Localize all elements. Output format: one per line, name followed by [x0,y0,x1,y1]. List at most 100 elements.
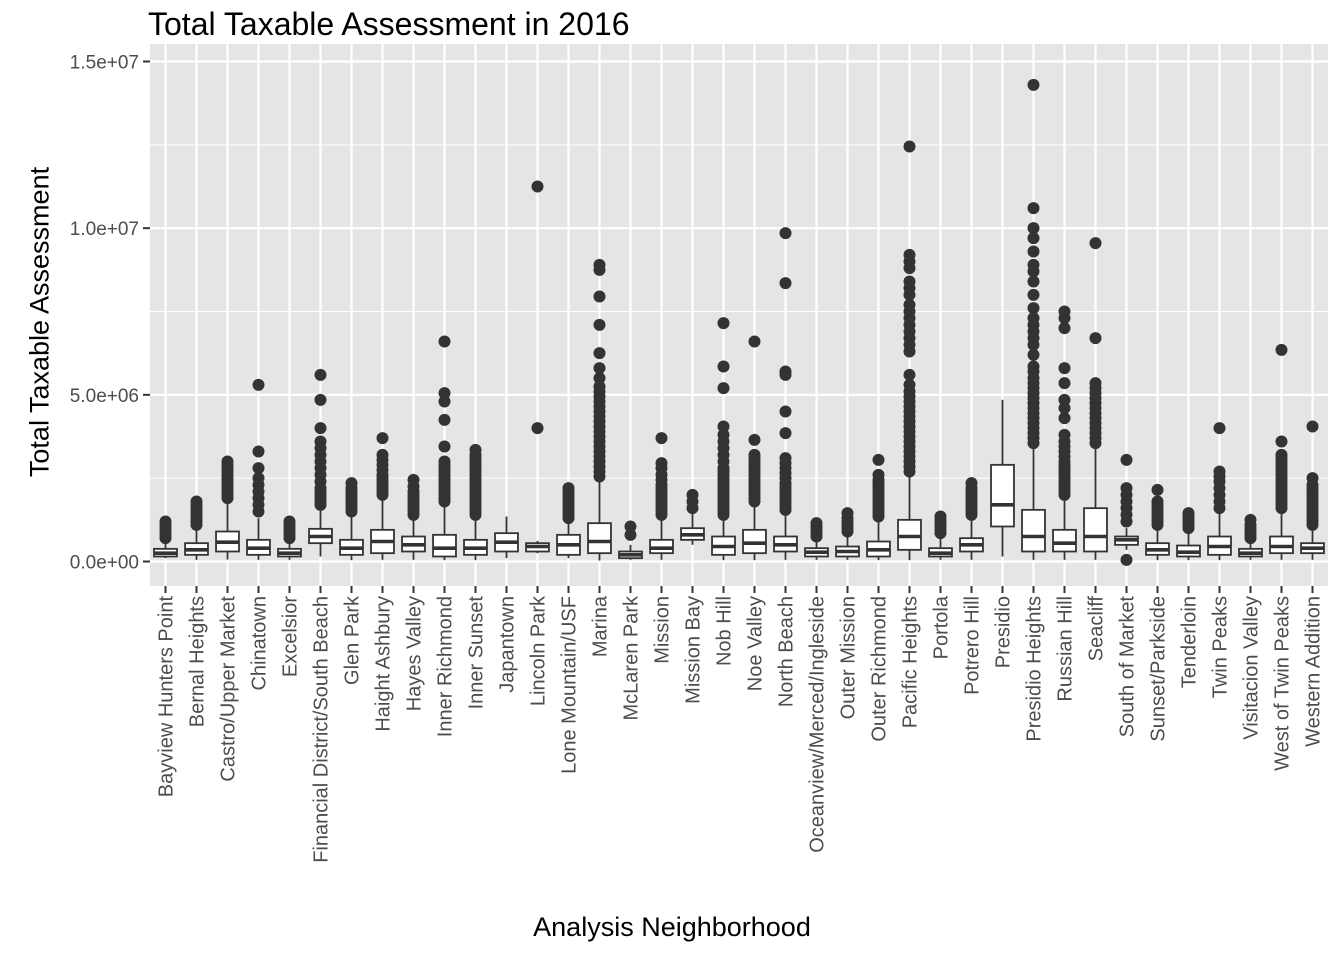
x-tick-label: Inner Richmond [435,596,457,737]
outlier-point [1058,305,1071,318]
outlier-point [1027,232,1040,245]
outlier-point [1275,435,1288,448]
outlier-point [1120,453,1133,466]
box [990,463,1015,528]
outlier-point [1058,377,1071,390]
x-tick-label: Financial District/South Beach [311,596,333,863]
outlier-point [748,448,761,461]
outlier-point [1089,237,1102,250]
outlier-point [903,140,916,153]
outlier-point [159,515,172,528]
x-tick-label: Hayes Valley [404,596,426,711]
outlier-point [934,510,947,523]
x-tick-label: Mission Bay [683,596,705,704]
x-tick-label: Chinatown [249,596,271,691]
outlier-point [531,180,544,193]
outlier-point [190,495,203,508]
outlier-point [1058,362,1071,375]
outlier-point [438,395,451,408]
outlier-point [1027,275,1040,288]
outlier-point [1306,420,1319,433]
x-axis-title: Analysis Neighborhood [533,912,811,942]
outlier-point [1275,448,1288,461]
outlier-point [252,445,265,458]
outlier-point [779,227,792,240]
outlier-point [376,432,389,445]
outlier-point [810,517,823,530]
outlier-point [717,317,730,330]
outlier-point [686,488,699,501]
outlier-point [903,378,916,391]
outlier-point [1027,78,1040,91]
x-tick-label: Visitacion Valley [1241,596,1263,740]
outlier-point [1213,422,1226,435]
x-tick-label: McLaren Park [621,595,643,720]
outlier-point [314,422,327,435]
outlier-point [1058,428,1071,441]
outlier-point [1058,402,1071,415]
outlier-point [593,372,606,385]
outlier-point [903,298,916,311]
box [587,522,612,555]
outlier-point [438,335,451,348]
x-tick-label: Presidio [993,596,1015,668]
x-tick-label: Noe Valley [745,596,767,691]
outlier-point [903,248,916,261]
x-tick-label: Russian Hill [1055,596,1077,702]
x-tick-label: Bayview Hunters Point [156,596,178,798]
x-tick-label: Bernal Heights [187,596,209,727]
outlier-point [221,455,234,468]
outlier-point [438,440,451,453]
outlier-point [841,507,854,520]
outlier-point [1027,222,1040,235]
y-tick-label: 0.0e+00 [70,553,139,574]
outlier-point [717,382,730,395]
chart-title: Total Taxable Assessment in 2016 [148,6,630,42]
outlier-point [314,368,327,381]
outlier-point [779,405,792,418]
outlier-point [1027,202,1040,215]
x-tick-label: Seacliff [1086,596,1108,662]
x-tick-label: Twin Peaks [1210,596,1232,698]
outlier-point [1027,312,1040,325]
outlier-point [1275,343,1288,356]
outlier-point [252,472,265,485]
outlier-point [965,477,978,490]
outlier-point [1213,465,1226,478]
outlier-point [655,457,668,470]
outlier-point [1027,288,1040,301]
box [1021,508,1046,553]
outlier-point [376,448,389,461]
outlier-point [252,462,265,475]
outlier-point [872,468,885,481]
outlier-point [593,318,606,331]
outlier-point [1306,472,1319,485]
y-tick-label: 1.5e+07 [70,53,139,74]
outlier-point [1151,483,1164,496]
outlier-point [345,477,358,490]
y-tick-label: 1.0e+07 [70,219,139,240]
x-tick-label: North Beach [776,596,798,707]
outlier-point [1182,507,1195,520]
outlier-point [593,380,606,393]
x-tick-label: Excelsior [280,596,302,677]
outlier-point [1058,412,1071,425]
outlier-point [717,360,730,373]
x-tick-label: Glen Park [342,595,364,685]
x-tick-label: Portola [931,595,953,659]
outlier-point [717,428,730,441]
outlier-point [252,378,265,391]
outlier-point [438,387,451,400]
outlier-point [872,453,885,466]
outlier-point [1089,377,1102,390]
x-tick-label: Western Addition [1303,596,1325,747]
outlier-point [407,473,420,486]
x-tick-label: Japantown [497,596,519,693]
outlier-point [438,455,451,468]
outlier-point [438,413,451,426]
x-tick-label: South of Market [1117,596,1139,738]
outlier-point [593,362,606,375]
outlier-point [1120,482,1133,495]
x-tick-label: Haight Ashbury [373,596,395,732]
outlier-point [593,347,606,360]
